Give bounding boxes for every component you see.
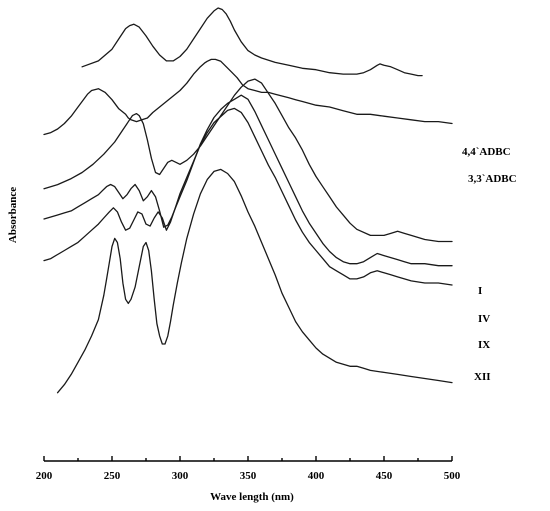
series-line-2 <box>43 58 453 136</box>
x-axis-title: Wave length (nm) <box>210 491 294 503</box>
x-tick-label-400: 400 <box>308 470 325 482</box>
series-label-2: 3,3`ADBC <box>468 173 517 185</box>
series-label-3: I <box>478 285 482 297</box>
series-line-4 <box>43 94 453 267</box>
series-line-6 <box>56 168 453 394</box>
x-tick-label-450: 450 <box>376 470 393 482</box>
y-axis-title: Absorbance <box>7 187 19 243</box>
x-tick-label-500: 500 <box>444 470 461 482</box>
spectra-curves <box>43 7 453 394</box>
series-line-1 <box>81 7 423 77</box>
series-line-5 <box>43 107 453 286</box>
series-label-5: IX <box>478 339 490 351</box>
x-tick-label-200: 200 <box>36 470 53 482</box>
series-label-1: 4,4`ADBC <box>462 146 511 158</box>
x-tick-label-350: 350 <box>240 470 257 482</box>
x-axis-ticks <box>43 456 453 461</box>
x-tick-label-300: 300 <box>172 470 189 482</box>
x-axis-tick-labels: 200 250 300 350 400 450 500 <box>36 470 461 482</box>
series-label-6: XII <box>474 371 491 383</box>
series-labels: 4,4`ADBC 3,3`ADBC I IV IX XII <box>462 146 517 383</box>
series-line-3 <box>43 78 453 243</box>
series-label-4: IV <box>478 313 490 325</box>
x-tick-label-250: 250 <box>104 470 121 482</box>
